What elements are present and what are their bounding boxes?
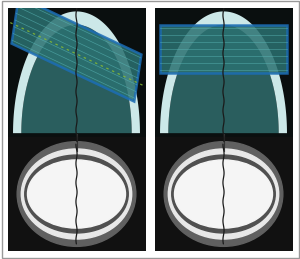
Bar [154, 137, 292, 251]
Ellipse shape [164, 142, 283, 246]
Polygon shape [21, 25, 132, 133]
Polygon shape [160, 11, 287, 133]
Ellipse shape [21, 149, 132, 239]
Polygon shape [13, 11, 140, 133]
Bar [8, 8, 146, 137]
Ellipse shape [17, 142, 136, 246]
Polygon shape [160, 25, 287, 73]
Polygon shape [168, 25, 279, 133]
Ellipse shape [168, 149, 279, 239]
Ellipse shape [175, 160, 272, 228]
Bar [154, 8, 292, 137]
Ellipse shape [25, 155, 128, 233]
Ellipse shape [172, 155, 275, 233]
Ellipse shape [28, 160, 125, 228]
Bar [8, 137, 146, 251]
Polygon shape [12, 0, 141, 102]
